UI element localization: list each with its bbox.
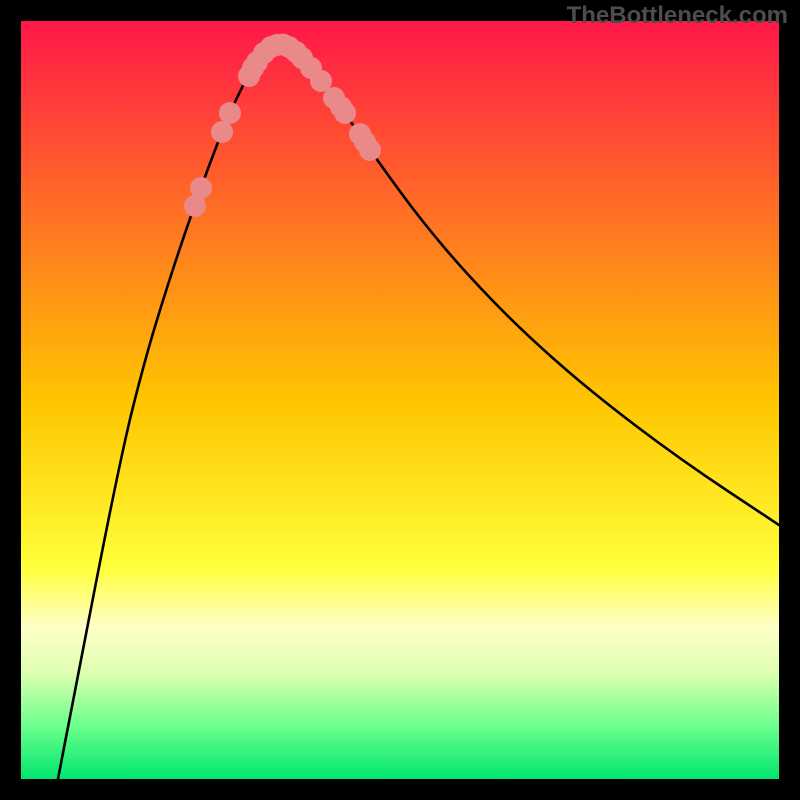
data-dot: [334, 102, 356, 124]
chart-svg: [0, 0, 800, 800]
data-dot: [190, 177, 212, 199]
data-dot: [359, 139, 381, 161]
data-dot: [219, 102, 241, 124]
figure-root: TheBottleneck.com: [0, 0, 800, 800]
data-dot: [211, 121, 233, 143]
